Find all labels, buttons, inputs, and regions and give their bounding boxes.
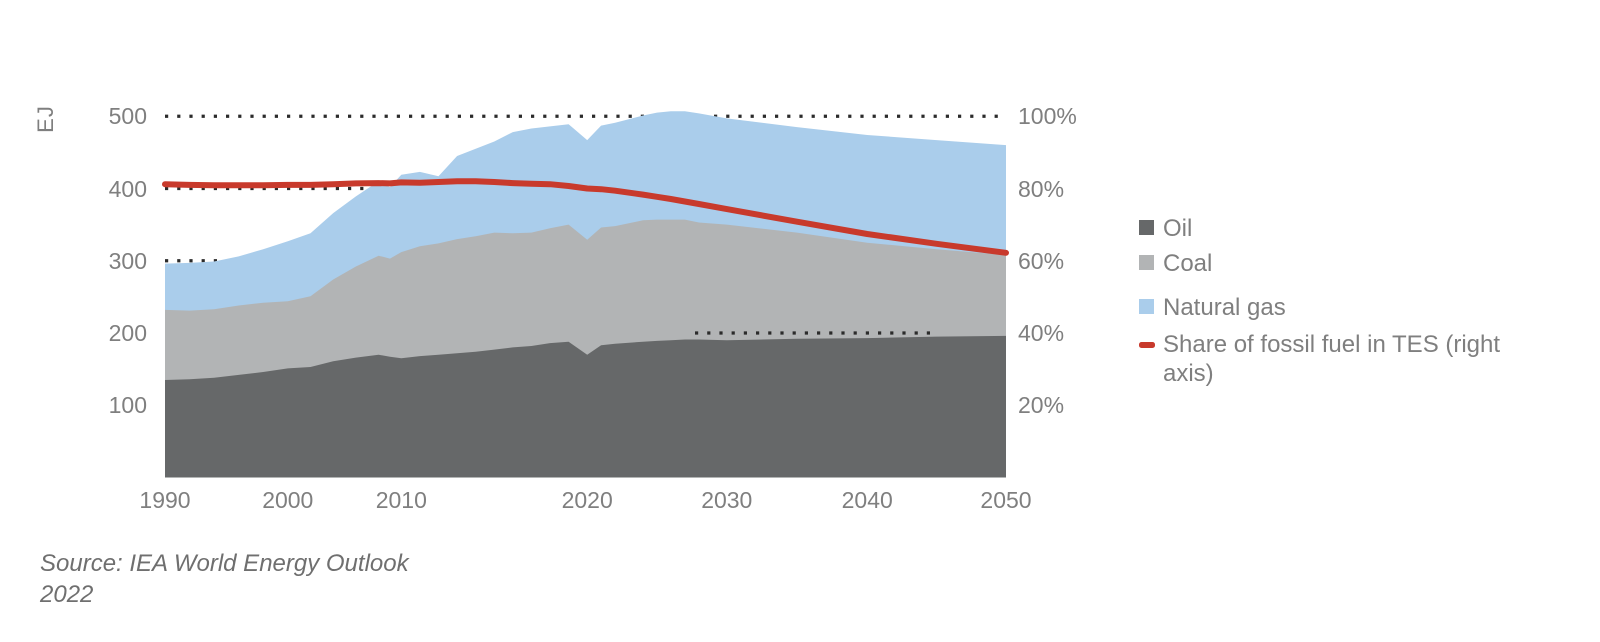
y-axis-right-tick-100%: 100% (1018, 103, 1077, 130)
x-axis-tick-2010: 2010 (375, 487, 427, 513)
legend-item-coal: Coal (1139, 249, 1539, 278)
source-line-2: 2022 (40, 581, 94, 608)
y-axis-left-tick-300: 300 (108, 247, 147, 274)
x-axis-tick-2050: 2050 (980, 487, 1032, 513)
y-axis-left-tick-400: 400 (108, 175, 147, 202)
y-axis-unit-label: EJ (33, 105, 58, 133)
y-axis-left-tick-500: 500 (108, 103, 147, 130)
x-axis-tick-2020: 2020 (561, 487, 613, 513)
line-fossil-fuel-share (162, 178, 1009, 256)
x-axis-tick-2000: 2000 (262, 487, 314, 513)
x-axis-tick-2030: 2030 (701, 487, 753, 513)
source-line-1: Source: IEA World Energy Outlook (40, 550, 409, 577)
legend-label-oil: Oil (1163, 215, 1193, 242)
y-axis-left-tick-100: 100 (108, 392, 147, 419)
legend-label-fossil-share: Share of fossil fuel in TES (right axis) (1163, 331, 1501, 387)
x-axis-tick-1990: 1990 (139, 487, 191, 513)
legend-item-oil: Oil (1139, 214, 1539, 243)
oil-swatch-icon (1139, 220, 1154, 235)
legend-item-fossil-share: Share of fossil fuel in TES (right axis) (1139, 330, 1539, 388)
source-note: Source: IEA World Energy Outlook 2022 (40, 548, 500, 610)
coal-swatch-icon (1139, 255, 1154, 270)
y-axis-right-tick-80%: 80% (1018, 175, 1065, 202)
y-axis-right-tick-40%: 40% (1018, 320, 1065, 346)
y-axis-right-tick-60%: 60% (1018, 247, 1065, 274)
y-axis-right-tick-20%: 20% (1018, 392, 1065, 419)
area-oil (165, 335, 1006, 478)
y-axis-left-tick-200: 200 (108, 320, 147, 346)
red-line-swatch-icon (1139, 342, 1155, 348)
legend-label-natural-gas: Natural gas (1163, 294, 1286, 321)
legend-item-natural-gas: Natural gas (1139, 293, 1539, 322)
x-axis-tick-2040: 2040 (841, 487, 893, 513)
natural-gas-swatch-icon (1139, 299, 1154, 314)
legend-label-coal: Coal (1163, 250, 1213, 277)
